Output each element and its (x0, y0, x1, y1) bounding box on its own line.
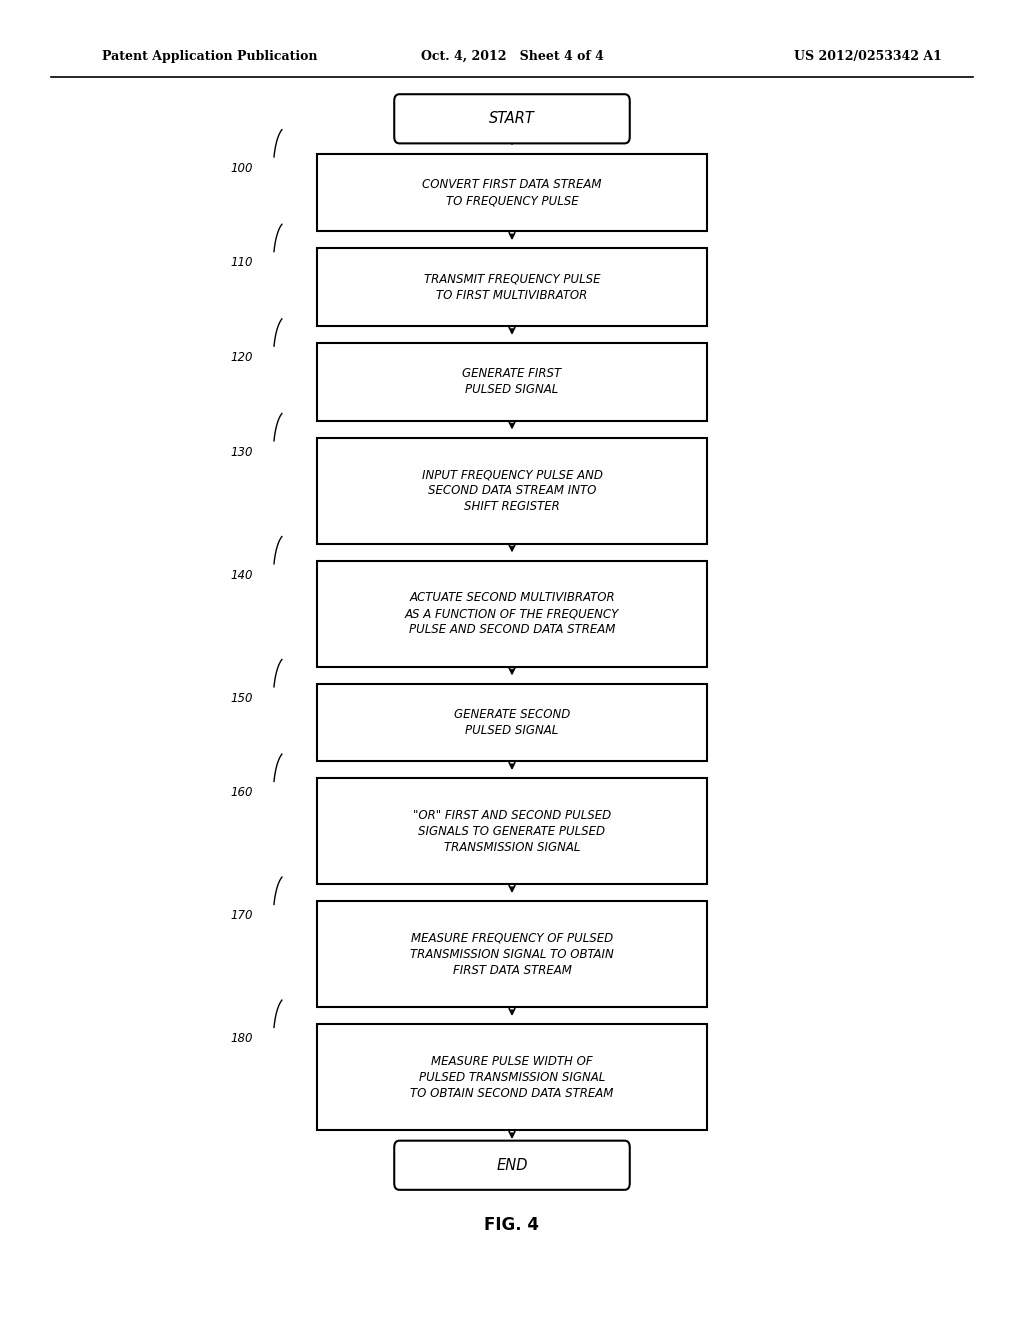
Text: 100: 100 (230, 162, 253, 174)
Text: INPUT FREQUENCY PULSE AND
SECOND DATA STREAM INTO
SHIFT REGISTER: INPUT FREQUENCY PULSE AND SECOND DATA ST… (422, 469, 602, 513)
Text: CONVERT FIRST DATA STREAM
TO FREQUENCY PULSE: CONVERT FIRST DATA STREAM TO FREQUENCY P… (422, 178, 602, 207)
FancyBboxPatch shape (317, 561, 707, 667)
Text: 160: 160 (230, 787, 253, 799)
Text: US 2012/0253342 A1: US 2012/0253342 A1 (795, 50, 942, 63)
Text: 180: 180 (230, 1032, 253, 1045)
Text: START: START (489, 111, 535, 127)
Text: 140: 140 (230, 569, 253, 582)
FancyBboxPatch shape (317, 154, 707, 231)
Text: 110: 110 (230, 256, 253, 269)
Text: ACTUATE SECOND MULTIVIBRATOR
AS A FUNCTION OF THE FREQUENCY
PULSE AND SECOND DAT: ACTUATE SECOND MULTIVIBRATOR AS A FUNCTI… (404, 591, 620, 636)
Text: 130: 130 (230, 446, 253, 458)
Text: "OR" FIRST AND SECOND PULSED
SIGNALS TO GENERATE PULSED
TRANSMISSION SIGNAL: "OR" FIRST AND SECOND PULSED SIGNALS TO … (413, 809, 611, 854)
Text: FIG. 4: FIG. 4 (484, 1216, 540, 1234)
Text: 120: 120 (230, 351, 253, 364)
FancyBboxPatch shape (394, 1140, 630, 1189)
Text: MEASURE FREQUENCY OF PULSED
TRANSMISSION SIGNAL TO OBTAIN
FIRST DATA STREAM: MEASURE FREQUENCY OF PULSED TRANSMISSION… (411, 932, 613, 977)
FancyBboxPatch shape (317, 438, 707, 544)
FancyBboxPatch shape (317, 779, 707, 884)
Text: TRANSMIT FREQUENCY PULSE
TO FIRST MULTIVIBRATOR: TRANSMIT FREQUENCY PULSE TO FIRST MULTIV… (424, 273, 600, 302)
Text: Patent Application Publication: Patent Application Publication (102, 50, 317, 63)
FancyBboxPatch shape (317, 902, 707, 1007)
Text: 170: 170 (230, 909, 253, 923)
FancyBboxPatch shape (317, 684, 707, 762)
FancyBboxPatch shape (317, 248, 707, 326)
Text: MEASURE PULSE WIDTH OF
PULSED TRANSMISSION SIGNAL
TO OBTAIN SECOND DATA STREAM: MEASURE PULSE WIDTH OF PULSED TRANSMISSI… (411, 1055, 613, 1100)
Text: 150: 150 (230, 692, 253, 705)
Text: END: END (497, 1158, 527, 1172)
Text: Oct. 4, 2012   Sheet 4 of 4: Oct. 4, 2012 Sheet 4 of 4 (421, 50, 603, 63)
FancyBboxPatch shape (317, 343, 707, 421)
Text: GENERATE FIRST
PULSED SIGNAL: GENERATE FIRST PULSED SIGNAL (463, 367, 561, 396)
FancyBboxPatch shape (394, 94, 630, 144)
FancyBboxPatch shape (317, 1024, 707, 1130)
Text: GENERATE SECOND
PULSED SIGNAL: GENERATE SECOND PULSED SIGNAL (454, 708, 570, 737)
